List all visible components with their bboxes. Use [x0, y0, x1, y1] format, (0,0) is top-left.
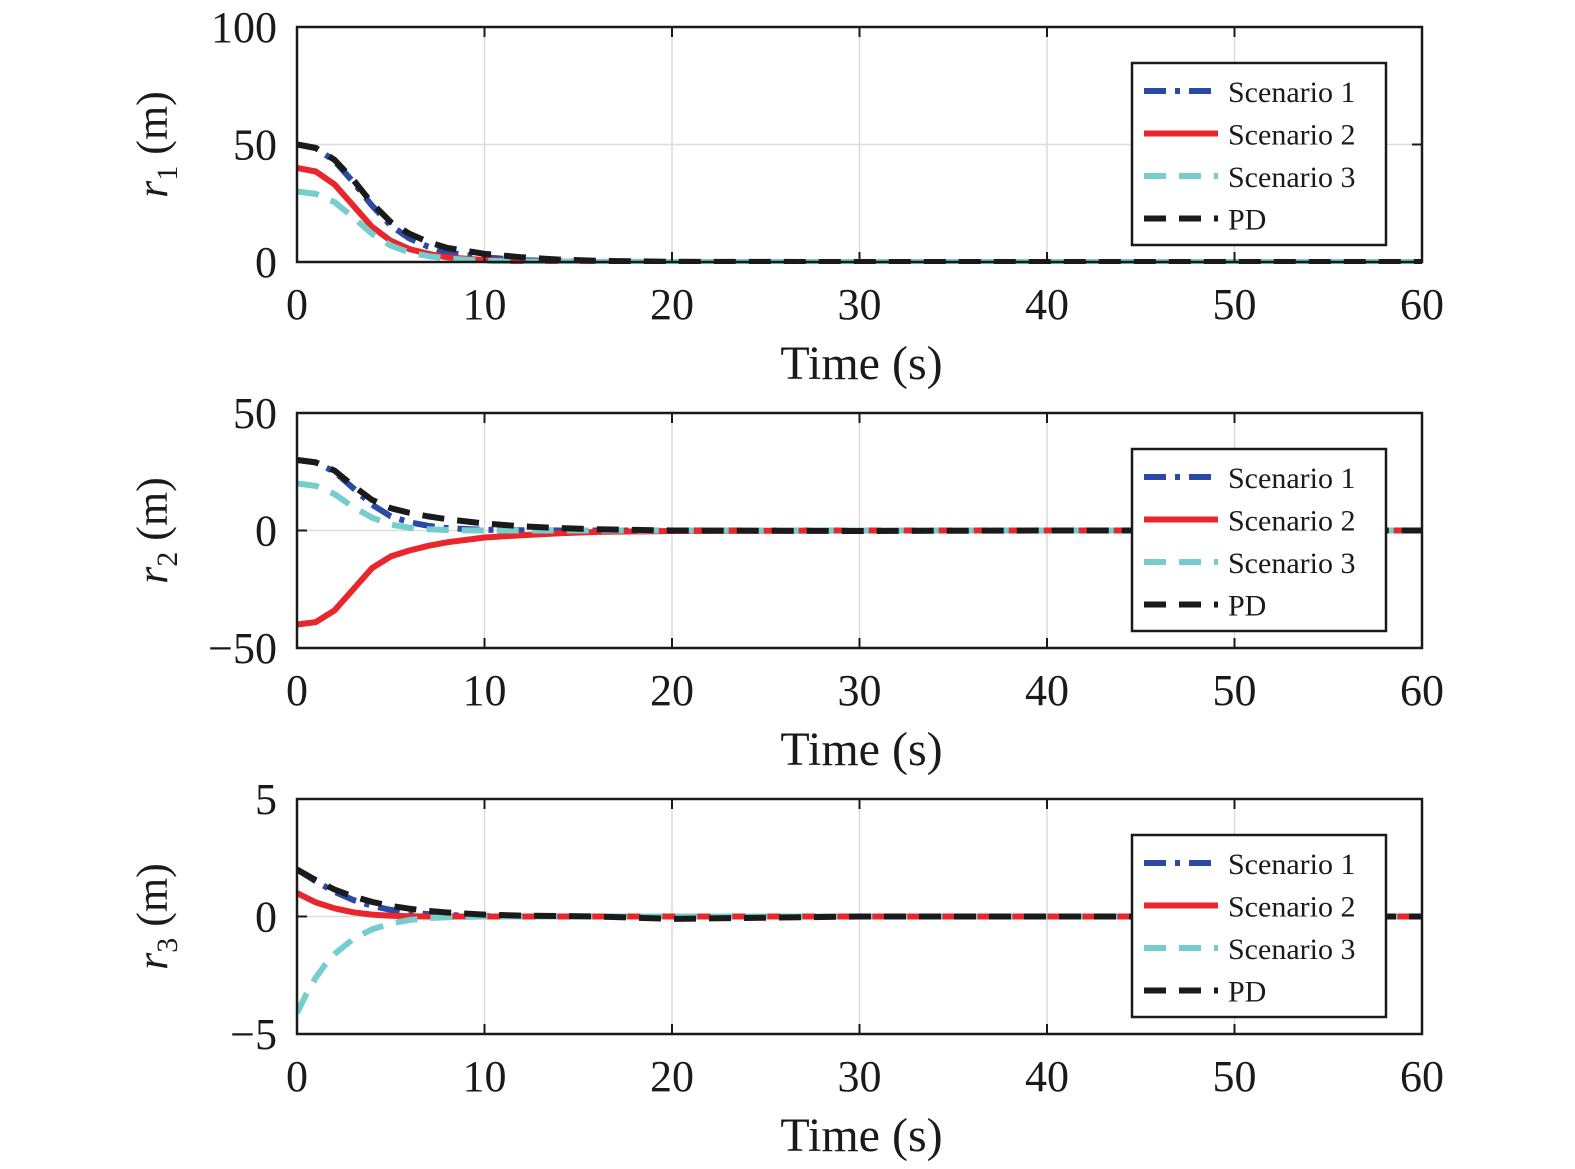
y-tick-label: 50	[233, 389, 277, 438]
series-line-4	[297, 866, 1422, 922]
x-tick-label: 50	[1213, 666, 1257, 715]
x-tick-label: 20	[650, 280, 694, 329]
y-axis-label: r1 (m)	[128, 91, 184, 198]
x-axis-label: Time (s)	[780, 337, 942, 390]
y-label-unit: (m)	[128, 91, 177, 166]
legend: Scenario 1 Scenario 2 Scenario 3 PD	[1130, 447, 1388, 633]
x-axis-label: Time (s)	[780, 1109, 942, 1162]
legend-label-4: PD	[1228, 590, 1266, 623]
x-tick-label: 10	[463, 1052, 507, 1101]
x-tick-label: 50	[1213, 1052, 1257, 1101]
x-tick-label: 50	[1213, 280, 1257, 329]
y-label-symbol: r	[128, 952, 177, 970]
legend-label-3: Scenario 3	[1228, 933, 1355, 966]
y-label-subscript: 2	[151, 552, 184, 567]
x-tick-label: 0	[286, 280, 308, 329]
y-label-symbol: r	[128, 180, 177, 198]
chart-panel-1: 0 10 20 30 40 50 60 0 50 100 Time (s) r1 (m) Scenari…	[128, 3, 1444, 390]
y-axis-label: r2 (m)	[128, 477, 184, 584]
y-axis-label: r3 (m)	[128, 863, 184, 970]
y-tick-label: 100	[211, 3, 277, 52]
x-tick-label: 20	[650, 1052, 694, 1101]
y-tick-label: −5	[230, 1010, 277, 1059]
legend-label-1: Scenario 1	[1228, 462, 1355, 495]
x-tick-label: 10	[463, 666, 507, 715]
x-tick-label: 60	[1400, 280, 1444, 329]
legend-label-2: Scenario 2	[1228, 505, 1355, 538]
legend-label-3: Scenario 3	[1228, 547, 1355, 580]
x-tick-label: 40	[1025, 280, 1069, 329]
legend-label-3: Scenario 3	[1228, 161, 1355, 194]
legend-box	[1130, 61, 1388, 247]
y-label-subscript: 1	[151, 166, 184, 181]
x-tick-label: 0	[286, 666, 308, 715]
legend-label-2: Scenario 2	[1228, 119, 1355, 152]
legend-box	[1130, 833, 1388, 1019]
x-tick-label: 0	[286, 1052, 308, 1101]
x-axis-label: Time (s)	[780, 723, 942, 776]
x-tick-label: 40	[1025, 666, 1069, 715]
y-label-unit: (m)	[128, 863, 177, 938]
x-tick-label: 40	[1025, 1052, 1069, 1101]
x-tick-label: 30	[838, 280, 882, 329]
series-line-4	[297, 457, 1422, 534]
x-tick-label: 10	[463, 280, 507, 329]
y-tick-label: 0	[255, 238, 277, 287]
legend: Scenario 1 Scenario 2 Scenario 3 PD	[1130, 833, 1388, 1019]
series-group	[297, 457, 1422, 628]
y-label-unit: (m)	[128, 477, 177, 552]
y-label-subscript: 3	[151, 938, 184, 953]
x-tick-label: 30	[838, 1052, 882, 1101]
legend-label-1: Scenario 1	[1228, 76, 1355, 109]
x-tick-label: 60	[1400, 1052, 1444, 1101]
legend-label-4: PD	[1228, 976, 1266, 1009]
x-tick-label: 60	[1400, 666, 1444, 715]
series-group	[297, 866, 1422, 1015]
legend-label-4: PD	[1228, 204, 1266, 237]
y-tick-label: 50	[233, 121, 277, 170]
y-label-symbol: r	[128, 566, 177, 584]
legend-label-2: Scenario 2	[1228, 891, 1355, 924]
y-tick-label: 5	[255, 775, 277, 824]
x-tick-label: 20	[650, 666, 694, 715]
y-tick-label: −50	[208, 624, 277, 673]
legend: Scenario 1 Scenario 2 Scenario 3 PD	[1130, 61, 1388, 247]
legend-label-1: Scenario 1	[1228, 848, 1355, 881]
legend-box	[1130, 447, 1388, 633]
y-tick-label: 0	[255, 507, 277, 556]
x-tick-label: 30	[838, 666, 882, 715]
y-tick-label: 0	[255, 893, 277, 942]
